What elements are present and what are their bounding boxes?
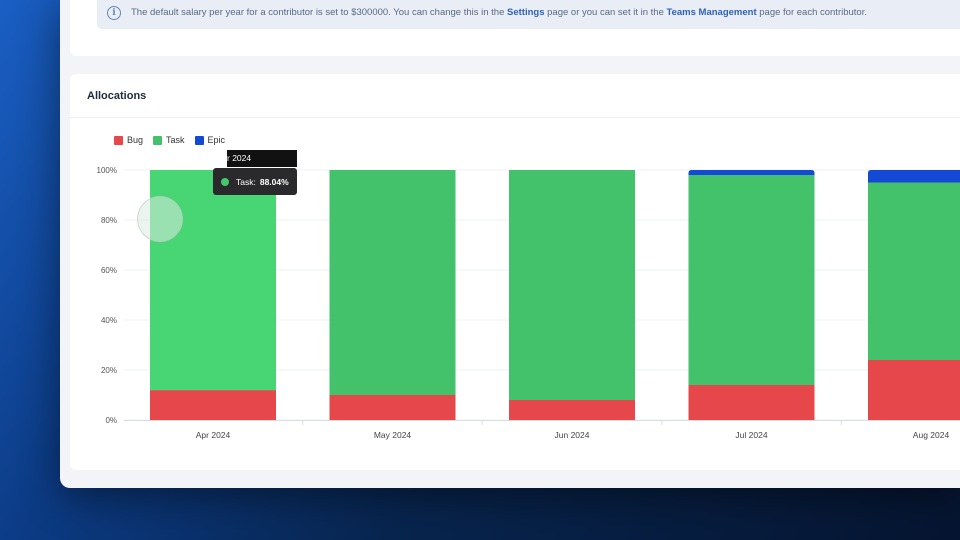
allocations-header: Allocations: [70, 74, 960, 118]
allocations-title: Allocations: [87, 89, 147, 102]
bar-segment-epic: [688, 170, 815, 175]
y-tick-label: 60%: [101, 266, 117, 275]
x-tick-label: Jul 2024: [735, 430, 767, 440]
bar-segment-bug: [150, 390, 276, 420]
tooltip-label: Task:: [236, 176, 256, 187]
info-text-before: The default salary per year for a contri…: [131, 7, 508, 18]
info-text: The default salary per year for a contri…: [131, 7, 867, 18]
tooltip-value: 88.04%: [259, 176, 289, 187]
x-tick-label: Jun 2024: [555, 430, 590, 440]
legend-swatch-task: [153, 135, 163, 145]
info-icon: i: [107, 5, 121, 20]
x-tick-label: Apr 2024: [196, 430, 231, 440]
y-tick-label: 20%: [101, 366, 117, 375]
info-text-middle: page or you can set it in the: [544, 7, 667, 18]
bar-segment-task: [688, 175, 815, 385]
teams-management-link[interactable]: Teams Management: [666, 7, 757, 18]
x-tick-label: Aug 2024: [913, 430, 950, 440]
cursor-indicator: [137, 196, 183, 242]
app-window: i The default salary per year for a cont…: [60, 0, 960, 488]
legend-item-bug[interactable]: Bug: [114, 135, 143, 145]
chart-legend: Bug Task Epic: [114, 135, 225, 145]
settings-link[interactable]: Settings: [507, 7, 545, 18]
chart-tooltip: Task: 88.04%: [213, 168, 297, 195]
bar-segment-bug: [688, 385, 815, 420]
tooltip-header: r 2024: [227, 150, 297, 167]
legend-swatch-epic: [194, 135, 204, 145]
bar-segment-bug: [868, 360, 960, 420]
allocations-chart: 0% 20% 40% 60% 80% 100% Apr 2024 May 2024 Jun 20…: [97, 166, 960, 440]
y-tick-label: 40%: [101, 316, 117, 325]
legend-item-task[interactable]: Task: [153, 135, 185, 145]
legend-item-epic[interactable]: Epic: [194, 135, 226, 145]
legend-label-epic: Epic: [207, 135, 226, 145]
info-card: i The default salary per year for a cont…: [70, 0, 960, 56]
bar-segment-task: [329, 170, 456, 395]
tooltip-dot: [221, 177, 229, 186]
allocations-card: Allocations Bug Task Epic 0% 20% 40% 60% 80%…: [70, 74, 960, 470]
bar-segment-epic: [868, 170, 960, 183]
bar-segment-bug: [329, 395, 456, 420]
legend-label-bug: Bug: [127, 135, 144, 145]
bar-segment-bug: [509, 400, 635, 420]
y-tick-label: 100%: [97, 166, 117, 175]
legend-swatch-bug: [114, 135, 123, 145]
y-tick-label: 0%: [105, 416, 117, 425]
info-banner: i The default salary per year for a cont…: [97, 0, 960, 29]
bar-segment-task: [509, 170, 635, 400]
y-tick-label: 80%: [101, 216, 117, 225]
bar-segment-task: [868, 182, 960, 360]
x-tick-label: May 2024: [374, 430, 412, 440]
info-text-after: page for each contributor.: [756, 7, 867, 18]
legend-label-task: Task: [166, 135, 185, 145]
